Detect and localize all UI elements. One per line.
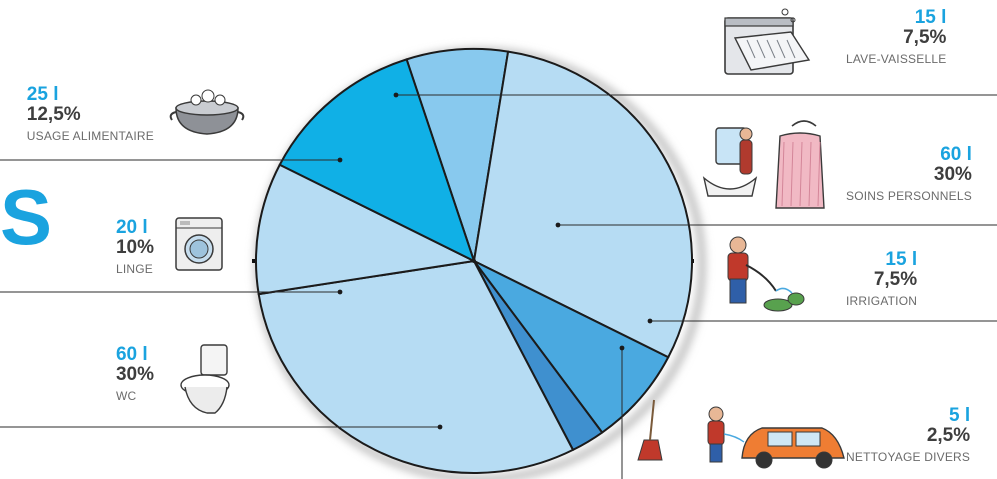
slice-percent: 7,5% xyxy=(903,27,947,48)
slice-name: LAVE-VAISSELLE xyxy=(846,52,947,66)
pie-slice-0 xyxy=(405,48,510,262)
slice-percent: 2,5% xyxy=(926,425,971,446)
pie-slice-2 xyxy=(473,260,670,434)
car-wash-icon xyxy=(637,399,845,469)
leader-dot xyxy=(437,424,443,430)
toilet-icon xyxy=(180,344,230,414)
slice-name: LINGE xyxy=(115,262,153,276)
slice-volume: 15 l xyxy=(885,249,918,270)
leader-dot xyxy=(393,92,399,98)
slice-percent: 30% xyxy=(115,364,154,385)
slice-name: USAGE ALIMENTAIRE xyxy=(26,129,154,143)
slice-label: 60 l 30% SOINS PERSONNELS xyxy=(846,145,972,202)
slice-name: NETTOYAGE DIVERS xyxy=(846,450,971,464)
dishwasher-icon xyxy=(724,8,811,75)
slice-volume: 25 l xyxy=(26,84,59,105)
slice-volume: 60 l xyxy=(940,144,972,165)
slice-label: 15 l 7,5% IRRIGATION xyxy=(846,250,917,307)
leader-dot xyxy=(337,289,343,295)
leader-dot xyxy=(619,345,625,351)
slice-percent: 10% xyxy=(115,237,154,258)
pie-slice-4 xyxy=(257,260,574,474)
pie-slice-1 xyxy=(473,50,693,359)
slice-percent: 12,5% xyxy=(26,104,81,125)
slice-label: 5 l 2,5% NETTOYAGE DIVERS xyxy=(846,406,970,463)
slice-name: IRRIGATION xyxy=(846,294,918,308)
pie-slice-5 xyxy=(254,163,475,296)
slice-volume: 20 l xyxy=(115,217,148,238)
pie-slice-6 xyxy=(278,58,475,262)
slice-name: SOINS PERSONNELS xyxy=(846,189,972,203)
heading-fragment: S xyxy=(0,173,53,261)
pie-center xyxy=(472,259,476,263)
slice-volume: 15 l xyxy=(914,7,947,28)
leader-dot xyxy=(647,318,653,324)
bathroom-icon xyxy=(702,120,825,209)
cooking-pot-icon xyxy=(169,89,245,135)
slice-volume: 60 l xyxy=(115,344,148,365)
slice-volume: 5 l xyxy=(949,405,971,426)
watering-icon xyxy=(727,236,805,312)
slice-name: WC xyxy=(115,389,137,403)
slice-percent: 7,5% xyxy=(873,269,918,290)
slice-percent: 30% xyxy=(933,164,972,185)
slice-label: 15 l 7,5% LAVE-VAISSELLE xyxy=(846,8,946,65)
washing-machine-icon xyxy=(175,217,223,271)
slice-label: 25 l 12,5% USAGE ALIMENTAIRE xyxy=(27,85,154,142)
leader-dot xyxy=(337,157,343,163)
slice-label: 60 l 30% WC xyxy=(116,345,154,402)
slice-label: 20 l 10% LINGE xyxy=(116,218,154,275)
leader-dot xyxy=(555,222,561,228)
